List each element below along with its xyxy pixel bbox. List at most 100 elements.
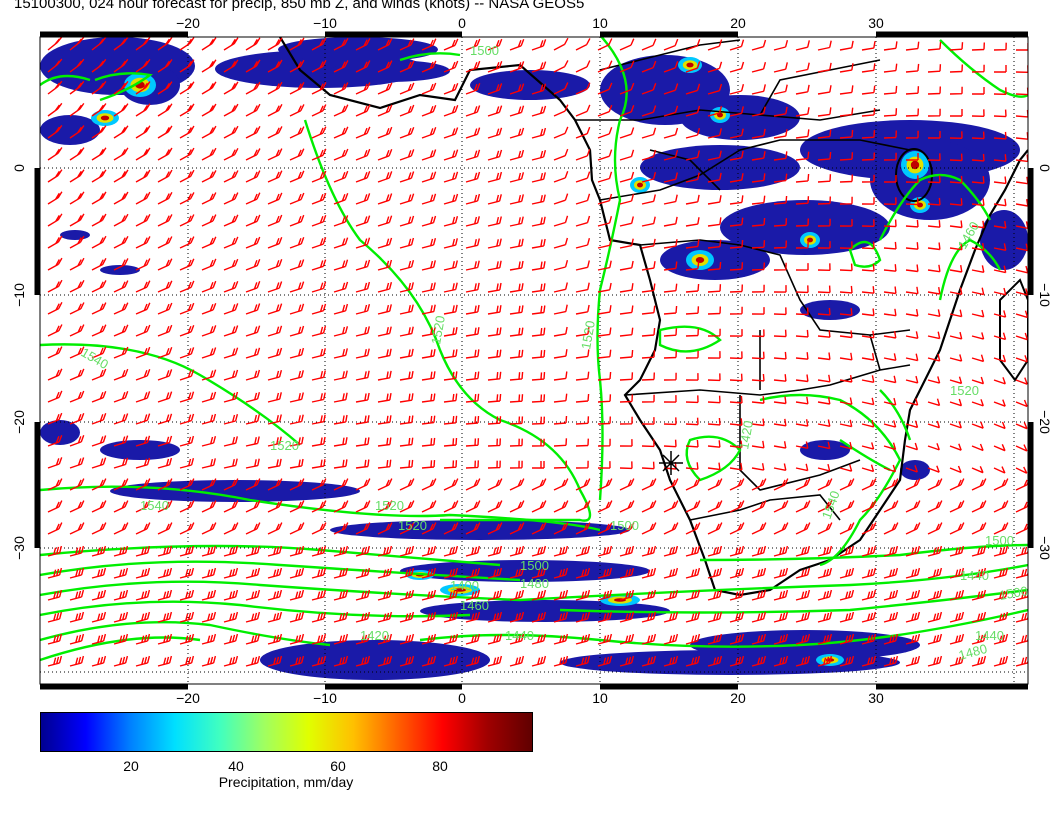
wind-barb xyxy=(927,86,941,95)
wind-barb xyxy=(575,416,590,425)
wind-barb xyxy=(223,633,239,645)
wind-barb xyxy=(707,462,721,471)
wind-barb xyxy=(135,589,151,601)
wind-barb xyxy=(575,327,590,337)
wind-barb xyxy=(707,217,722,227)
wind-barb xyxy=(113,103,129,117)
wind-barb xyxy=(729,500,745,513)
wind-barb xyxy=(157,611,173,623)
wind-barb xyxy=(355,237,371,249)
wind-barb xyxy=(465,238,480,249)
wind-barb xyxy=(443,611,459,623)
wind-barb xyxy=(905,197,919,206)
wind-barb xyxy=(399,82,415,95)
wind-barb xyxy=(553,148,569,161)
wind-barb xyxy=(949,421,962,429)
wind-barb xyxy=(839,263,853,272)
wind-barb xyxy=(465,304,480,315)
wind-barbs xyxy=(47,37,1028,667)
wind-barb xyxy=(883,85,898,95)
wind-barb xyxy=(575,545,591,557)
wind-barb xyxy=(575,460,589,469)
wind-barb xyxy=(641,439,655,448)
wind-barb xyxy=(399,348,414,359)
wind-barb xyxy=(641,149,657,161)
wind-barb xyxy=(311,348,326,359)
wind-barb xyxy=(949,242,963,251)
wind-barb xyxy=(993,243,1007,251)
wind-barb xyxy=(993,220,1007,229)
wind-barb xyxy=(355,522,371,535)
wind-barb xyxy=(663,545,679,557)
wind-barb xyxy=(685,217,700,227)
wind-barb xyxy=(861,522,877,535)
wind-barb xyxy=(443,460,458,469)
wind-barb xyxy=(333,459,348,469)
wind-barb xyxy=(839,397,853,405)
wind-barb xyxy=(795,545,811,557)
wind-barb xyxy=(993,567,1009,579)
wind-barb xyxy=(223,303,239,315)
wind-barb xyxy=(729,106,744,117)
wind-barb xyxy=(201,59,217,73)
wind-barb xyxy=(641,283,656,293)
wind-barb xyxy=(157,59,173,73)
wind-barb xyxy=(773,478,789,491)
wind-barb xyxy=(861,41,876,51)
wind-barb xyxy=(553,82,569,95)
wind-barb xyxy=(223,458,238,469)
wind-barb xyxy=(729,329,743,337)
wind-barb xyxy=(311,82,327,95)
wind-barb xyxy=(663,105,679,117)
height-contour xyxy=(848,240,882,268)
wind-barb xyxy=(553,193,569,205)
wind-barb xyxy=(575,655,591,667)
wind-barb xyxy=(47,567,63,579)
wind-barb xyxy=(377,392,392,403)
wind-barb xyxy=(883,264,897,272)
wind-barb xyxy=(201,214,217,227)
wind-barb xyxy=(487,371,502,381)
wind-barb xyxy=(311,459,326,469)
wind-barb xyxy=(179,347,195,359)
wind-barb xyxy=(927,153,941,161)
wind-barb xyxy=(377,415,392,425)
wind-barb xyxy=(685,567,701,579)
wind-barb xyxy=(707,39,723,51)
wind-barb xyxy=(509,478,525,491)
wind-barb xyxy=(619,194,635,205)
wind-barb xyxy=(69,545,85,557)
wind-barb xyxy=(773,307,787,316)
wind-barb xyxy=(179,236,195,249)
wind-barb xyxy=(861,419,875,428)
wind-barb xyxy=(311,522,327,535)
wind-barb xyxy=(531,194,546,205)
wind-barb xyxy=(861,567,877,579)
wind-barb xyxy=(289,414,304,425)
wind-barb xyxy=(487,416,502,425)
wind-barb xyxy=(113,589,129,601)
wind-barb xyxy=(619,522,635,535)
wind-barb xyxy=(641,394,655,403)
wind-barb xyxy=(619,238,634,249)
wind-barb xyxy=(311,500,327,513)
wind-barb xyxy=(223,192,239,205)
wind-barb xyxy=(223,103,239,117)
wind-barb xyxy=(355,304,371,315)
wind-barb xyxy=(641,216,656,227)
wind-barb xyxy=(993,131,1007,140)
wind-barb xyxy=(443,522,459,535)
wind-barb xyxy=(553,500,569,513)
wind-barb xyxy=(663,500,679,513)
wind-barb xyxy=(817,107,832,117)
wind-barb xyxy=(421,238,437,249)
wind-barb xyxy=(553,282,568,293)
height-contour xyxy=(559,588,1028,614)
wind-barb xyxy=(905,611,921,623)
wind-barb xyxy=(883,241,897,250)
wind-barb xyxy=(267,281,283,293)
wind-barb xyxy=(509,545,525,557)
wind-barb xyxy=(201,125,217,139)
wind-barb xyxy=(773,173,788,183)
wind-barb xyxy=(685,611,701,623)
